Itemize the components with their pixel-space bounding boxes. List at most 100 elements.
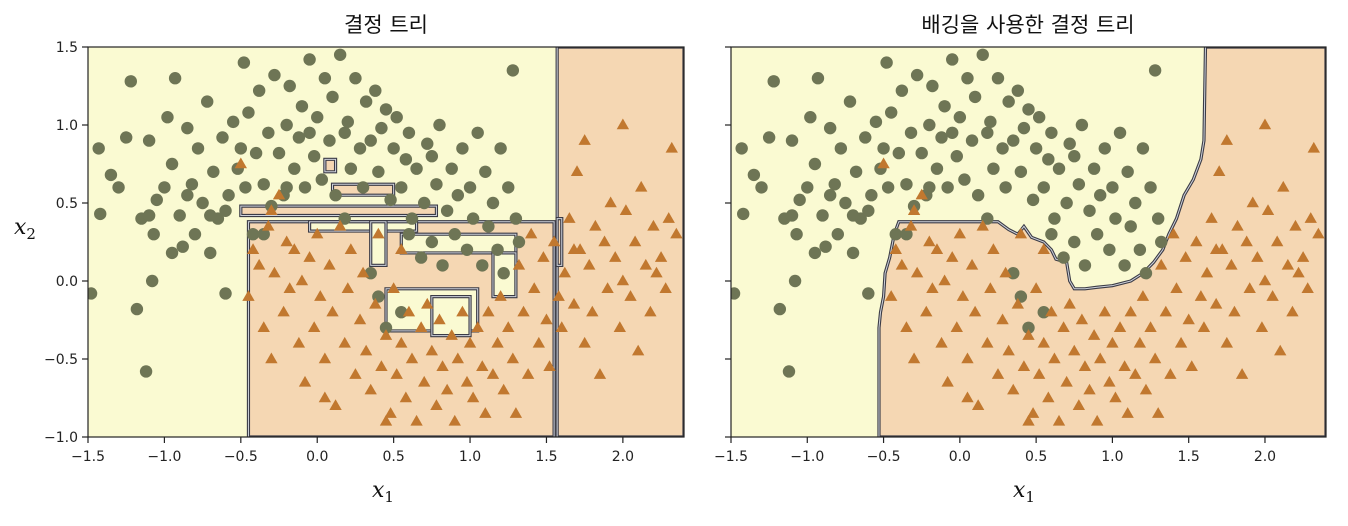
point-class1 (532, 336, 545, 348)
point-class0 (333, 48, 347, 61)
point-class0 (946, 53, 959, 66)
point-class0 (1029, 142, 1043, 155)
point-class0 (839, 196, 852, 210)
point-class0 (790, 228, 803, 241)
point-class1 (1136, 290, 1150, 301)
point-class1 (1296, 251, 1310, 262)
point-class1 (356, 266, 370, 278)
point-class0 (239, 181, 252, 194)
point-class1 (609, 251, 622, 262)
point-class1 (981, 336, 994, 348)
point-class1 (379, 414, 393, 426)
point-class0 (280, 118, 293, 132)
point-class1 (1029, 282, 1043, 294)
point-class1 (1037, 336, 1050, 348)
point-class0 (1057, 251, 1070, 264)
point-class1 (246, 243, 260, 255)
point-class0 (399, 153, 413, 166)
right-chart-title: 배깅을 사용한 결정 트리 (921, 13, 1134, 37)
point-class0 (395, 181, 408, 194)
point-class1 (1148, 352, 1162, 364)
point-class1 (307, 321, 321, 333)
region-class0-island-5-boundary-highlight (492, 252, 517, 298)
region-class1-island-0-boundary-highlight (240, 205, 437, 216)
point-class0 (318, 72, 332, 85)
x-tick-label: −0.5 (224, 449, 258, 465)
point-class0 (1063, 137, 1076, 150)
point-class0 (991, 72, 1005, 85)
point-class1 (1026, 407, 1040, 418)
point-class0 (892, 146, 906, 160)
point-class1 (517, 305, 530, 317)
point-class1 (895, 258, 909, 270)
point-class1 (1174, 336, 1188, 348)
point-class1 (338, 336, 351, 348)
point-class0 (808, 246, 822, 260)
point-class0 (1129, 196, 1142, 210)
point-class0 (785, 209, 799, 222)
point-class0 (884, 106, 898, 119)
point-class1 (1228, 305, 1241, 317)
point-class1 (1048, 352, 1061, 364)
point-class0 (880, 56, 893, 69)
point-class1 (1060, 375, 1073, 387)
point-class1 (1182, 313, 1195, 325)
point-class0 (846, 246, 860, 260)
point-class0 (112, 181, 125, 194)
point-class1 (506, 352, 520, 364)
x-tick-label: 1.5 (535, 449, 557, 465)
point-class1 (984, 282, 997, 294)
point-class1 (497, 383, 510, 395)
point-class0 (773, 302, 787, 316)
point-class1 (479, 407, 492, 418)
point-class1 (1258, 118, 1272, 130)
region-class0-island-1-boundary-highlight (370, 221, 387, 266)
point-class1 (1042, 391, 1055, 403)
point-class1 (885, 290, 898, 301)
point-class0 (379, 103, 393, 116)
point-class1 (1057, 321, 1070, 333)
point-class0 (142, 134, 156, 147)
point-class0 (981, 126, 994, 139)
point-class1 (1167, 227, 1180, 239)
region-class1-island-1-boundary-highlight (332, 183, 395, 196)
point-class1 (1139, 383, 1153, 395)
point-class1 (1078, 360, 1092, 372)
point-class0 (999, 181, 1012, 194)
point-class1 (1289, 219, 1302, 231)
point-class1 (624, 290, 637, 301)
point-class0 (176, 240, 189, 253)
point-class0 (390, 111, 403, 124)
point-class1 (451, 352, 465, 364)
point-class1 (303, 251, 316, 262)
point-class0 (139, 365, 153, 378)
point-class0 (298, 181, 312, 194)
point-class1 (644, 305, 657, 317)
point-class1 (364, 383, 377, 395)
point-class1 (1286, 305, 1299, 317)
point-class1 (1002, 344, 1015, 356)
point-class1 (1240, 235, 1253, 247)
point-class1 (567, 243, 581, 255)
point-class0 (976, 48, 989, 61)
region-class1-1 (557, 47, 684, 437)
point-class1 (1220, 134, 1234, 145)
point-class0 (425, 150, 439, 163)
point-class0 (315, 173, 329, 186)
point-class1 (965, 258, 979, 270)
point-class1 (460, 375, 474, 387)
point-class1 (558, 266, 571, 278)
region-class1-island-2 (324, 159, 336, 172)
point-class1 (662, 212, 675, 223)
point-class1 (502, 321, 515, 333)
point-class1 (359, 344, 373, 356)
point-class1 (329, 399, 342, 411)
point-class0 (1026, 193, 1040, 207)
point-class0 (831, 228, 844, 241)
point-class0 (910, 68, 924, 82)
point-class0 (283, 79, 296, 93)
point-class0 (414, 251, 428, 264)
point-class0 (811, 72, 825, 85)
point-class0 (968, 90, 982, 104)
point-class0 (204, 209, 217, 222)
